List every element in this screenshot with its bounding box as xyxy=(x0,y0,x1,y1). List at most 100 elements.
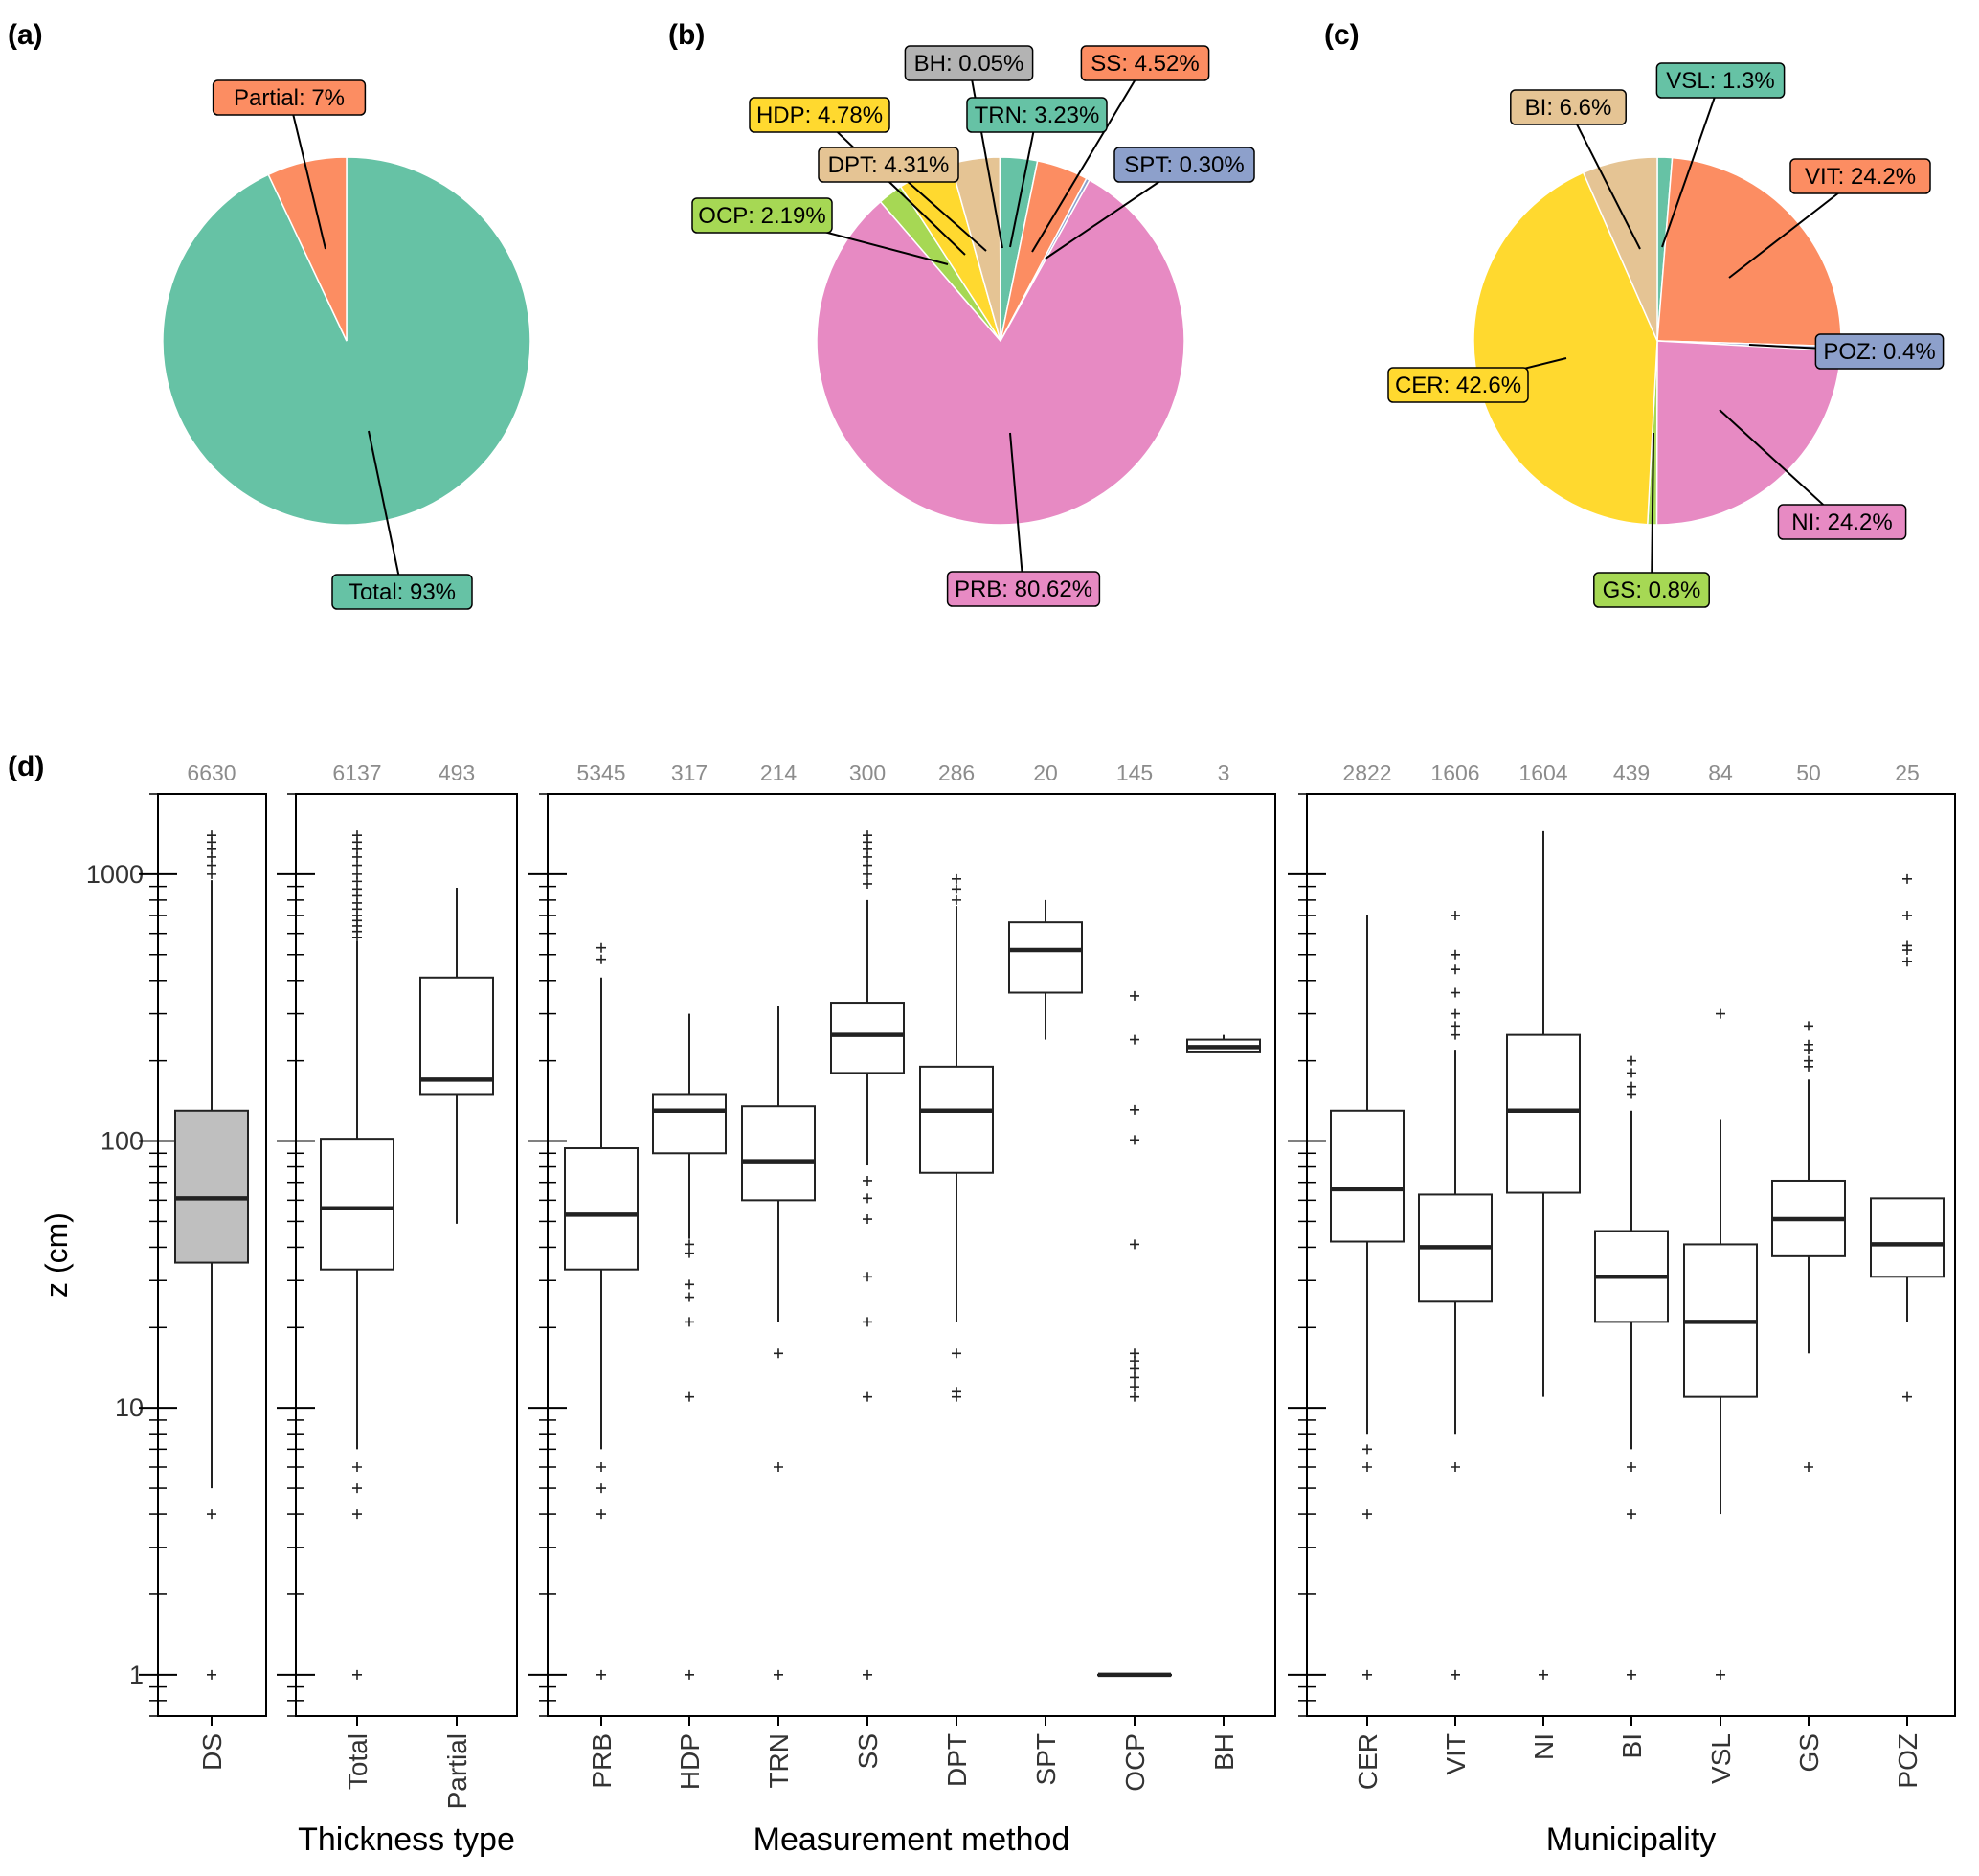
count-label-total: 6137 xyxy=(332,760,381,785)
outlier-point xyxy=(1627,1068,1636,1078)
outlier-point xyxy=(1902,940,1912,951)
box-iqr xyxy=(320,1138,394,1271)
panel-label-c: (c) xyxy=(1324,19,1360,51)
pie-label-box-vsl xyxy=(1655,62,1786,99)
x-tick-label-bi: BI xyxy=(1617,1733,1647,1758)
count-label-ocp: 145 xyxy=(1116,760,1153,785)
x-tick-label-trn: TRN xyxy=(764,1733,794,1789)
outlier-point xyxy=(1804,1039,1813,1050)
box-gs: 50 GS xyxy=(1771,760,1846,1772)
outlier-point xyxy=(1902,911,1912,921)
pie-chart-method: TRN: 3.23% SS: 4.52% SPT: 0.30% PRB: 80.62%… xyxy=(691,45,1255,607)
pie-label-prb: PRB: 80.62% xyxy=(946,571,1101,607)
outlier-point xyxy=(352,1509,362,1520)
outlier-point xyxy=(863,1317,872,1327)
panel-label-d: (d) xyxy=(8,751,44,782)
box-panel-4: Municipality 2822 CER 1606 VIT 1604 NI 439 BI 84 V… xyxy=(1288,760,1956,1858)
outlier-point xyxy=(1130,1034,1139,1045)
box-iqr xyxy=(830,1002,905,1074)
box-iqr xyxy=(419,976,494,1096)
pie-label-text-bi: BI: 6.6% xyxy=(1525,95,1612,121)
outlier-point xyxy=(1362,1509,1372,1520)
pie-label-text-vsl: VSL: 1.3% xyxy=(1666,68,1774,94)
outlier-point xyxy=(352,830,362,841)
count-label-bh: 3 xyxy=(1218,760,1230,785)
outlier-point xyxy=(1451,1029,1460,1040)
outlier-point xyxy=(1130,1372,1139,1383)
pie-chart-municipality: VSL: 1.3% VIT: 24.2% POZ: 0.4% NI: 24.2% GS:… xyxy=(1387,62,1945,608)
count-label-prb: 5345 xyxy=(576,760,625,785)
pie-label-text-bh: BH: 0.05% xyxy=(914,51,1024,77)
outlier-point xyxy=(863,869,872,879)
outlier-point xyxy=(352,1669,362,1680)
pie-label-gs: GS: 0.8% xyxy=(1593,572,1710,608)
box-spt: 20 SPT xyxy=(1008,760,1083,1785)
pie-label-text-partial: Partial: 7% xyxy=(234,85,345,111)
pie-label-text-poz: POZ: 0.4% xyxy=(1823,339,1935,365)
x-tick-label-dpt: DPT xyxy=(942,1733,972,1787)
pie-label-text-gs: GS: 0.8% xyxy=(1603,577,1701,603)
outlier-point xyxy=(1451,949,1460,960)
outlier-point xyxy=(1627,1462,1636,1472)
x-tick-label-ds: DS xyxy=(197,1733,227,1771)
pie-slice-ni xyxy=(1655,340,1842,526)
pie-slice-prb xyxy=(816,179,1185,526)
pie-label-box-partial xyxy=(212,79,367,116)
outlier-point xyxy=(685,1239,694,1250)
x-tick-label-cer: CER xyxy=(1353,1733,1383,1790)
outlier-point xyxy=(1130,1348,1139,1359)
outlier-point xyxy=(952,1348,961,1359)
outlier-point xyxy=(1130,990,1139,1001)
outlier-point xyxy=(1451,1008,1460,1019)
pie-label-text-vit: VIT: 24.2% xyxy=(1805,164,1916,190)
box-iqr xyxy=(1506,1033,1581,1194)
x-tick-label-prb: PRB xyxy=(587,1733,617,1789)
outlier-point xyxy=(863,1669,872,1680)
outlier-point xyxy=(1451,1462,1460,1472)
pie-label-box-gs xyxy=(1593,572,1710,608)
pie-label-box-trn xyxy=(966,97,1108,133)
leader-line-ss xyxy=(1031,62,1146,253)
group-title-municipality: Municipality xyxy=(1546,1821,1717,1858)
outlier-point xyxy=(1451,1021,1460,1031)
group-title-thickness-type: Thickness type xyxy=(298,1821,515,1858)
outlier-point xyxy=(1627,1081,1636,1092)
outlier-point xyxy=(596,954,606,964)
pie-label-text-trn: TRN: 3.23% xyxy=(975,102,1100,128)
count-label-vit: 1606 xyxy=(1430,760,1479,785)
pie-slice-vit xyxy=(1656,156,1842,348)
count-label-ss: 300 xyxy=(849,760,886,785)
box-bh: 3 BH xyxy=(1186,760,1261,1771)
outlier-point xyxy=(1804,1462,1813,1472)
box-trn: 214 TRN xyxy=(741,760,816,1789)
pie-slice-partial xyxy=(267,156,348,342)
outlier-point xyxy=(207,830,216,841)
count-label-trn: 214 xyxy=(760,760,798,785)
count-label-ds: 6630 xyxy=(187,760,236,785)
count-label-bi: 439 xyxy=(1613,760,1650,785)
box-panel-2: Thickness type 6137 Total 493 Partial xyxy=(277,760,518,1858)
pie-slice-bh xyxy=(999,156,1001,342)
outlier-point xyxy=(207,1509,216,1520)
box-hdp: 317 HDP xyxy=(652,760,727,1790)
x-tick-label-gs: GS xyxy=(1794,1733,1824,1772)
outlier-point xyxy=(1451,1669,1460,1680)
box-iqr xyxy=(174,1109,249,1264)
outlier-point xyxy=(207,860,216,870)
outlier-point xyxy=(1627,1669,1636,1680)
outlier-point xyxy=(1130,1391,1139,1402)
outlier-point xyxy=(863,1175,872,1186)
x-tick-label-poz: POZ xyxy=(1893,1733,1923,1789)
outlier-point xyxy=(1130,1364,1139,1374)
panel-label-b: (b) xyxy=(668,19,705,51)
outlier-point xyxy=(352,1483,362,1494)
pie-label-total: Total: 93% xyxy=(331,574,473,610)
pie-label-box-spt xyxy=(1113,147,1255,183)
pie-label-ss: SS: 4.52% xyxy=(1080,45,1210,81)
count-label-ni: 1604 xyxy=(1518,760,1567,785)
panel-frame xyxy=(295,793,518,1717)
pie-label-ni: NI: 24.2% xyxy=(1777,504,1907,540)
x-tick-label-total: Total xyxy=(343,1733,372,1790)
count-label-gs: 50 xyxy=(1796,760,1821,785)
